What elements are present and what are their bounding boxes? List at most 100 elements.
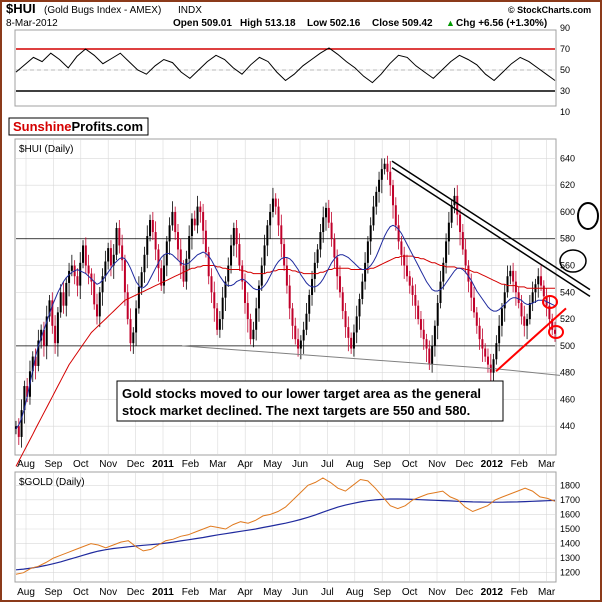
gold-tick-label: 1600: [560, 509, 580, 519]
hui-x-tick-label: 2012: [481, 459, 504, 470]
hui-candle-body: [171, 211, 174, 226]
hui-candle-body: [135, 308, 138, 333]
hui-candle-body: [42, 329, 45, 346]
annotation-line-1: Gold stocks moved to our lower target ar…: [122, 386, 481, 401]
hui-tick-label: 520: [560, 314, 575, 324]
gold-tick-label: 1400: [560, 539, 580, 549]
hui-candle-body: [149, 219, 152, 237]
hui-candle-body: [112, 254, 115, 266]
hui-panel-title: $HUI (Daily): [19, 144, 73, 155]
hui-candle-body: [143, 254, 146, 273]
hui-candle-body: [271, 198, 274, 212]
hui-candle-body: [241, 265, 244, 282]
hui-candle-body: [400, 241, 403, 255]
hui-candle-body: [431, 345, 434, 365]
target-circle-580: [577, 202, 599, 230]
hui-candle-body: [62, 292, 65, 306]
logo-box: [8, 117, 149, 136]
hui-candle-body: [506, 276, 509, 293]
hui-tick-label: 640: [560, 153, 575, 163]
gold-x-tick-label: Nov: [428, 587, 446, 598]
change-value: Chg +6.56 (+1.30%): [456, 18, 547, 29]
hui-candle-body: [512, 270, 515, 282]
hui-candle-body: [333, 238, 336, 258]
hui-candle-body: [495, 343, 498, 360]
hui-candle-body: [182, 265, 185, 282]
hui-tick-label: 600: [560, 207, 575, 217]
hui-candle-body: [288, 285, 291, 309]
hui-candle-body: [447, 222, 450, 242]
hui-candle-body: [179, 249, 182, 266]
hui-candle-body: [327, 207, 330, 223]
hui-candle-body: [34, 356, 37, 366]
hui-x-tick-label: 2011: [152, 459, 174, 470]
hui-candle-body: [419, 319, 422, 330]
hui-candle-body: [160, 268, 163, 286]
hui-candle-body: [313, 262, 316, 279]
hui-candle-body: [283, 244, 286, 266]
gold-x-tick-label: Oct: [402, 587, 418, 598]
hui-candle-body: [280, 225, 283, 245]
hui-candle-body: [459, 214, 462, 233]
hui-candle-body: [350, 337, 353, 349]
hui-candle-body: [132, 332, 135, 344]
hui-tick-label: 580: [560, 234, 575, 244]
hui-candle-body: [68, 270, 71, 283]
hui-candle-body: [305, 313, 308, 330]
hui-candle-body: [428, 348, 431, 365]
hui-candle-body: [140, 272, 143, 287]
hui-candle-body: [302, 329, 305, 341]
hui-candle-body: [397, 225, 400, 242]
hui-candle-body: [45, 316, 48, 346]
hui-candle-body: [355, 316, 358, 333]
hui-candle-body: [439, 281, 442, 304]
hui-candle-body: [146, 236, 149, 255]
hui-candle-body: [207, 252, 210, 277]
hui-candle-body: [210, 276, 213, 293]
hui-candle-body: [95, 304, 98, 317]
target-circle-550: [559, 249, 587, 273]
hui-candle-body: [383, 163, 386, 170]
hui-candle-body: [478, 325, 481, 340]
hui-x-tick-label: Aug: [17, 459, 35, 470]
hui-x-tick-label: Aug: [346, 459, 364, 470]
hui-candle-body: [338, 276, 341, 293]
hui-candle-body: [40, 329, 43, 341]
hui-candle-body: [436, 303, 439, 326]
hui-candle-body: [422, 329, 425, 340]
gold-tick-label: 1800: [560, 480, 580, 490]
hui-candle-body: [199, 206, 202, 212]
hui-candle-body: [266, 225, 269, 246]
hui-candle-body: [484, 348, 487, 357]
copyright-label: © StockCharts.com: [508, 5, 591, 15]
hui-candle-body: [246, 303, 249, 320]
hui-tick-label: 500: [560, 341, 575, 351]
hui-candle-body: [324, 207, 327, 218]
hui-candle-body: [322, 217, 325, 233]
hui-candle-body: [154, 232, 157, 250]
hui-x-tick-label: Jul: [321, 459, 334, 470]
hui-candle-body: [540, 276, 543, 286]
hui-tick-label: 620: [560, 180, 575, 190]
hui-candle-body: [277, 206, 280, 226]
hui-candle-body: [37, 340, 40, 366]
annotation-line-2: stock market declined. The next targets …: [122, 403, 470, 418]
hui-candle-body: [380, 169, 383, 180]
rsi-tick-label: 70: [560, 44, 570, 54]
hui-candle-body: [461, 232, 464, 250]
hui-candle-body: [93, 281, 96, 305]
hui-candle-body: [405, 265, 408, 277]
gold-x-tick-label: Jun: [292, 587, 308, 598]
hui-candle-body: [517, 292, 520, 304]
gold-x-tick-label: Nov: [99, 587, 117, 598]
hui-tick-label: 540: [560, 287, 575, 297]
index-name-label: (Gold Bugs Index - AMEX): [44, 5, 161, 16]
hui-candle-body: [392, 185, 395, 206]
hui-candle-body: [26, 386, 29, 397]
hui-trendline-gray: [493, 368, 561, 376]
hui-candle-body: [107, 248, 110, 262]
hui-candle-body: [316, 249, 319, 263]
hui-candle-body: [129, 319, 132, 344]
